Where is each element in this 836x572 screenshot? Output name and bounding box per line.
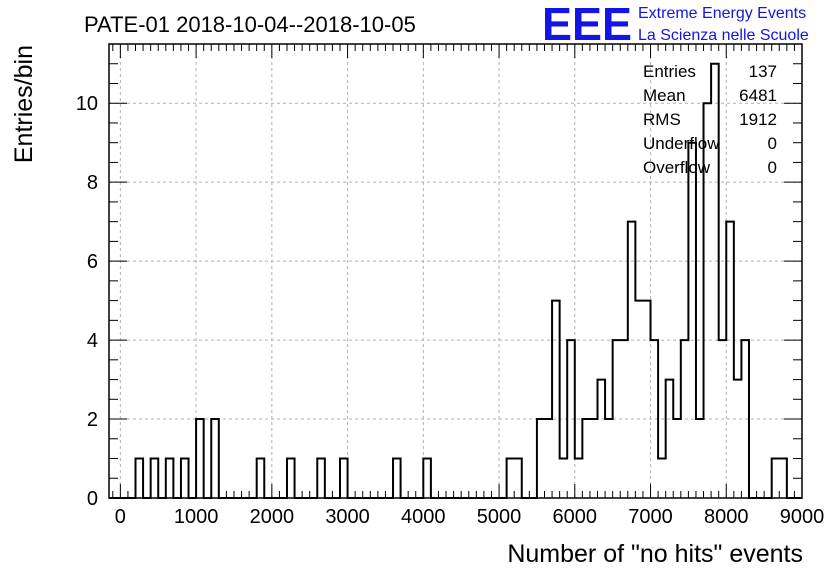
axis-ticks (109, 44, 803, 499)
stats-label: Entries (643, 62, 696, 81)
stats-value: 137 (749, 62, 777, 81)
stats-box: Entries 137 Mean 6481 RMS 1912 Underflow 0 Overf… (643, 62, 777, 177)
plot-frame (108, 43, 803, 499)
x-axis-label: Number of "no hits" events (507, 540, 803, 568)
x-tick-label: 5000 (477, 506, 522, 528)
x-tick-label: 2000 (250, 506, 295, 528)
x-tick-label: 7000 (628, 506, 673, 528)
x-tick-label: 6000 (553, 506, 598, 528)
y-axis-label: Entries/bin (10, 45, 38, 163)
x-tick-label: 1000 (174, 506, 219, 528)
stats-label: RMS (643, 110, 681, 129)
eee-logo: EEE Extreme Energy Events La Scienza nel… (542, 0, 809, 50)
stats-label: Overflow (643, 158, 711, 177)
logo-line-2: La Scienza nelle Scuole (638, 27, 809, 44)
y-tick-label: 8 (87, 172, 98, 194)
stats-label: Mean (643, 86, 686, 105)
stats-value: 0 (768, 158, 777, 177)
y-tick-label: 6 (87, 251, 98, 273)
tick-labels: 0 1000 2000 3000 4000 5000 6000 7000 8000 9000024… (76, 93, 825, 528)
x-tick-label: 9000 (780, 506, 825, 528)
x-tick-label: 3000 (325, 506, 370, 528)
stats-value: 6481 (739, 86, 777, 105)
eee-logo-mark: EEE (542, 0, 632, 50)
x-tick-label: 4000 (401, 506, 446, 528)
stats-label: Underflow (643, 134, 720, 153)
stats-value: 1912 (739, 110, 777, 129)
y-tick-label: 10 (76, 93, 98, 115)
stats-value: 0 (768, 134, 777, 153)
y-tick-label: 2 (87, 409, 98, 431)
y-tick-label: 4 (87, 330, 98, 352)
y-tick-label: 0 (87, 488, 98, 510)
logo-line-1: Extreme Energy Events (638, 5, 806, 22)
x-tick-label: 0 (115, 506, 126, 528)
x-tick-label: 8000 (704, 506, 749, 528)
chart-title: PATE-01 2018-10-04--2018-10-05 (84, 12, 416, 37)
